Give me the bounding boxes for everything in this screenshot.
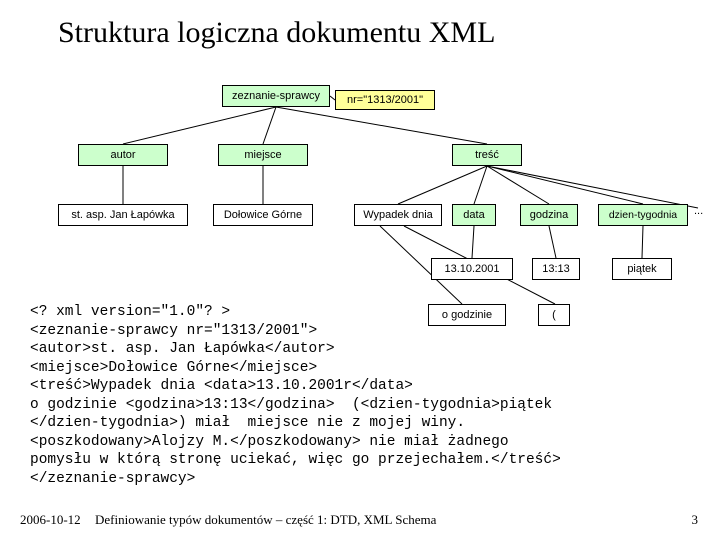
footer-date: 2006-10-12: [20, 512, 81, 528]
xml-code-block: <? xml version="1.0"? > <zeznanie-sprawc…: [30, 303, 561, 488]
page-title: Struktura logiczna dokumentu XML: [58, 16, 495, 50]
node-miejsce: miejsce: [218, 144, 308, 166]
node-dzien-text: piątek: [612, 258, 672, 280]
node-godzina: godzina: [520, 204, 578, 226]
node-wypadek-text: Wypadek dnia: [354, 204, 442, 226]
footer-page: 3: [692, 512, 699, 528]
node-data: data: [452, 204, 496, 226]
node-autor: autor: [78, 144, 168, 166]
node-miejsce-text: Dołowice Górne: [213, 204, 313, 226]
ellipsis: ...: [694, 205, 703, 217]
node-dzien-tygodnia: dzien-tygodnia: [598, 204, 688, 226]
node-godzina-text: 13:13: [532, 258, 580, 280]
node-zeznanie-sprawcy: zeznanie-sprawcy: [222, 85, 330, 107]
node-tresc: treść: [452, 144, 522, 166]
node-data-text: 13.10.2001: [431, 258, 513, 280]
node-attr-nr: nr="1313/2001": [335, 90, 435, 110]
footer-title: Definiowanie typów dokumentów – część 1:…: [95, 512, 436, 528]
node-autor-text: st. asp. Jan Łapówka: [58, 204, 188, 226]
